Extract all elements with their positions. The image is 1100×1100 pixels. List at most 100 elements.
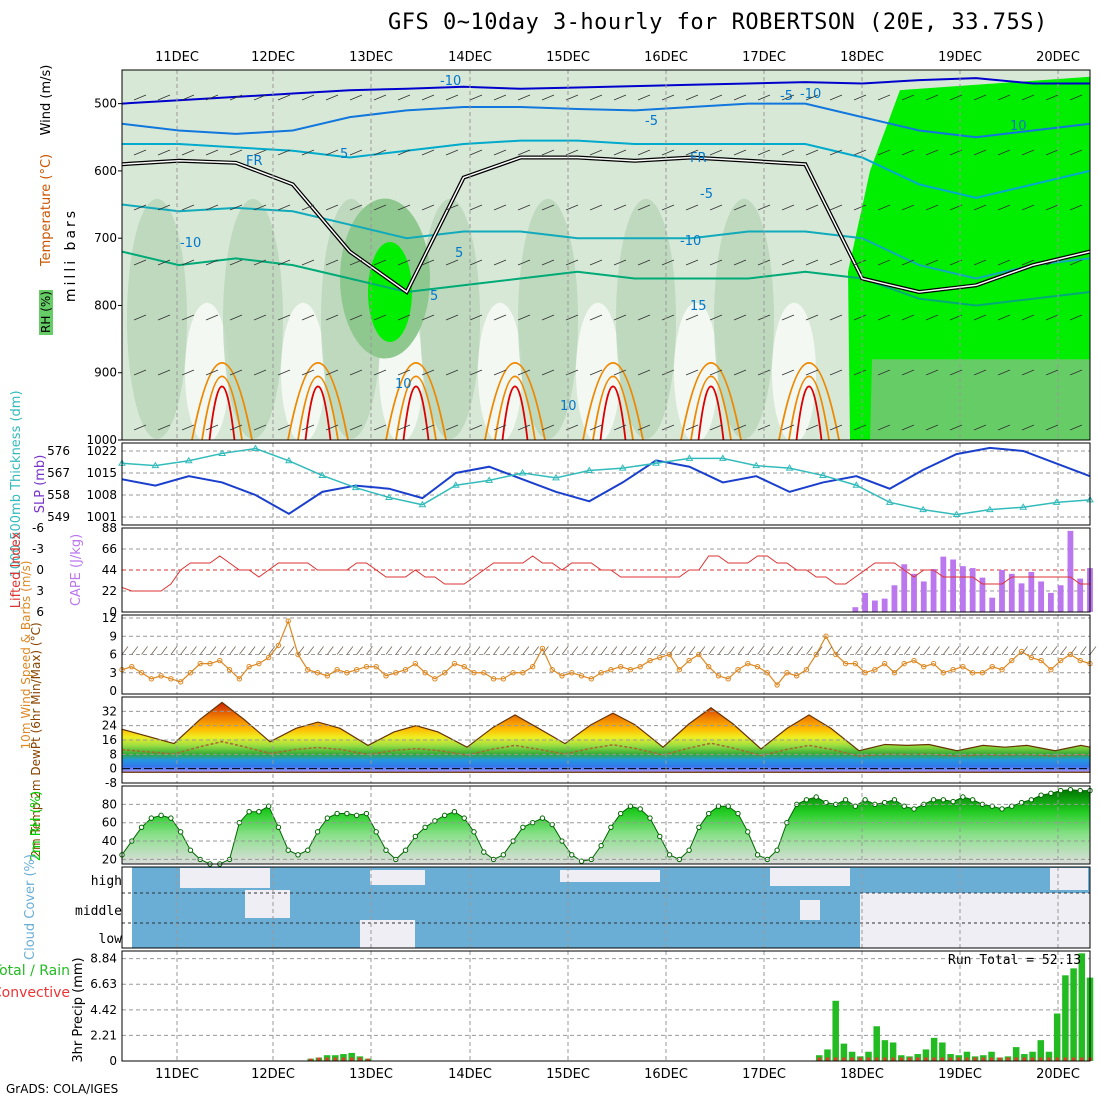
dry-shade xyxy=(674,302,718,443)
rh2m-point xyxy=(1067,786,1074,793)
convective-bar xyxy=(866,1057,871,1061)
convective-bar xyxy=(1006,1057,1010,1061)
rh2m-point xyxy=(696,824,702,830)
slp-tick-label: 1015 xyxy=(86,466,117,480)
wind-barb xyxy=(542,646,549,655)
convective-bar xyxy=(1014,1057,1018,1061)
wind-barb xyxy=(1069,149,1083,156)
wind-barb xyxy=(733,314,747,321)
temperature-contour xyxy=(501,385,529,441)
wind-point xyxy=(412,660,419,667)
wind-point xyxy=(637,663,643,670)
legend-wind: Wind (m/s) xyxy=(39,65,54,136)
wind-point xyxy=(549,667,555,673)
wind-barb xyxy=(301,149,315,156)
wind-barb xyxy=(469,259,483,266)
wind-barb xyxy=(1060,646,1067,655)
dry-shade xyxy=(185,302,229,443)
wind-point xyxy=(138,670,145,676)
wind-barb xyxy=(277,204,291,211)
convective-bar xyxy=(858,1057,862,1061)
thickness-point xyxy=(585,466,594,474)
wind-barb xyxy=(853,424,867,431)
cape-bar xyxy=(1008,573,1015,612)
wind-barb xyxy=(637,424,651,431)
precip-bar xyxy=(988,1051,995,1061)
cape-bar xyxy=(881,598,888,612)
wind-barb xyxy=(901,314,915,321)
wind-point xyxy=(569,670,575,676)
wind-barb xyxy=(925,204,939,211)
wind-point xyxy=(989,663,995,670)
wind-barb xyxy=(709,259,723,266)
rh2m-point xyxy=(1038,792,1044,798)
wind-point xyxy=(1048,667,1054,673)
thickness-point xyxy=(451,481,460,488)
contour-label: -10 xyxy=(800,87,821,102)
wind-barb xyxy=(229,204,243,211)
wind-barb xyxy=(997,259,1011,266)
wind-barb xyxy=(258,646,266,655)
wind-point xyxy=(246,663,252,670)
contour-label: -5 xyxy=(645,114,658,129)
thickness-point xyxy=(819,471,827,478)
rh2m-point xyxy=(168,815,174,821)
cape-tick-label: 0 xyxy=(109,605,117,619)
convective-bar xyxy=(834,1057,838,1061)
rh2m-tick-label: 60 xyxy=(102,816,117,830)
wind-barb xyxy=(565,314,579,321)
dry-shade xyxy=(772,302,816,443)
wind-barb xyxy=(157,149,171,156)
rh2m-point xyxy=(1057,787,1064,794)
wind-barb xyxy=(997,369,1011,376)
wind-barb xyxy=(1089,646,1097,655)
thickness-point xyxy=(418,500,427,508)
wind-barb xyxy=(253,149,267,156)
wind-barb xyxy=(141,646,148,655)
wind-point xyxy=(217,657,223,664)
convective-bar xyxy=(883,1057,887,1061)
wind-barb xyxy=(385,646,393,655)
wind-barb xyxy=(733,94,747,101)
wind-barb xyxy=(685,369,699,376)
wind-barb xyxy=(493,259,507,266)
wind-point xyxy=(764,670,771,676)
wind-barb xyxy=(613,369,627,376)
wind-barb xyxy=(685,204,699,211)
date-label-bottom: 16DEC xyxy=(644,1067,688,1082)
temp-tick-label: 24 xyxy=(102,719,117,733)
wind-barb xyxy=(229,259,243,266)
convective-bar xyxy=(366,1058,370,1061)
rh2m-point xyxy=(285,847,291,853)
wind-barb xyxy=(517,424,531,431)
cloud-clear xyxy=(360,920,415,948)
temperature-contour xyxy=(121,77,1090,105)
wind-point xyxy=(774,682,780,688)
wind-barb xyxy=(445,259,459,266)
wind-barb xyxy=(620,646,627,655)
wind-barb xyxy=(661,369,675,376)
contour-label: FR xyxy=(246,154,263,169)
precip-bar xyxy=(922,1049,930,1061)
wind-barb xyxy=(685,259,699,266)
wind-barb xyxy=(444,646,451,655)
wind-barb xyxy=(463,646,471,655)
wind-point xyxy=(608,667,614,673)
precip-bar xyxy=(348,1052,355,1061)
rh2m-point xyxy=(901,803,907,809)
wind-barb xyxy=(805,314,819,321)
wind-barb xyxy=(349,149,363,156)
rh2m-point xyxy=(265,803,272,809)
thickness-point xyxy=(184,456,193,464)
run-total: Run Total = 52.13 xyxy=(948,953,1081,968)
wind-barb xyxy=(278,646,285,655)
precip-tick-label: 6.63 xyxy=(90,977,117,991)
wind-point xyxy=(842,660,849,667)
wind-barb xyxy=(781,369,795,376)
lifted-axis-title: Lifted Index xyxy=(9,531,24,608)
cape-bar xyxy=(1038,581,1045,612)
wind-barb xyxy=(901,259,915,266)
date-label-bottom: 20DEC xyxy=(1036,1067,1080,1082)
precip-bar xyxy=(1070,968,1077,1061)
wind-barb xyxy=(853,369,867,376)
